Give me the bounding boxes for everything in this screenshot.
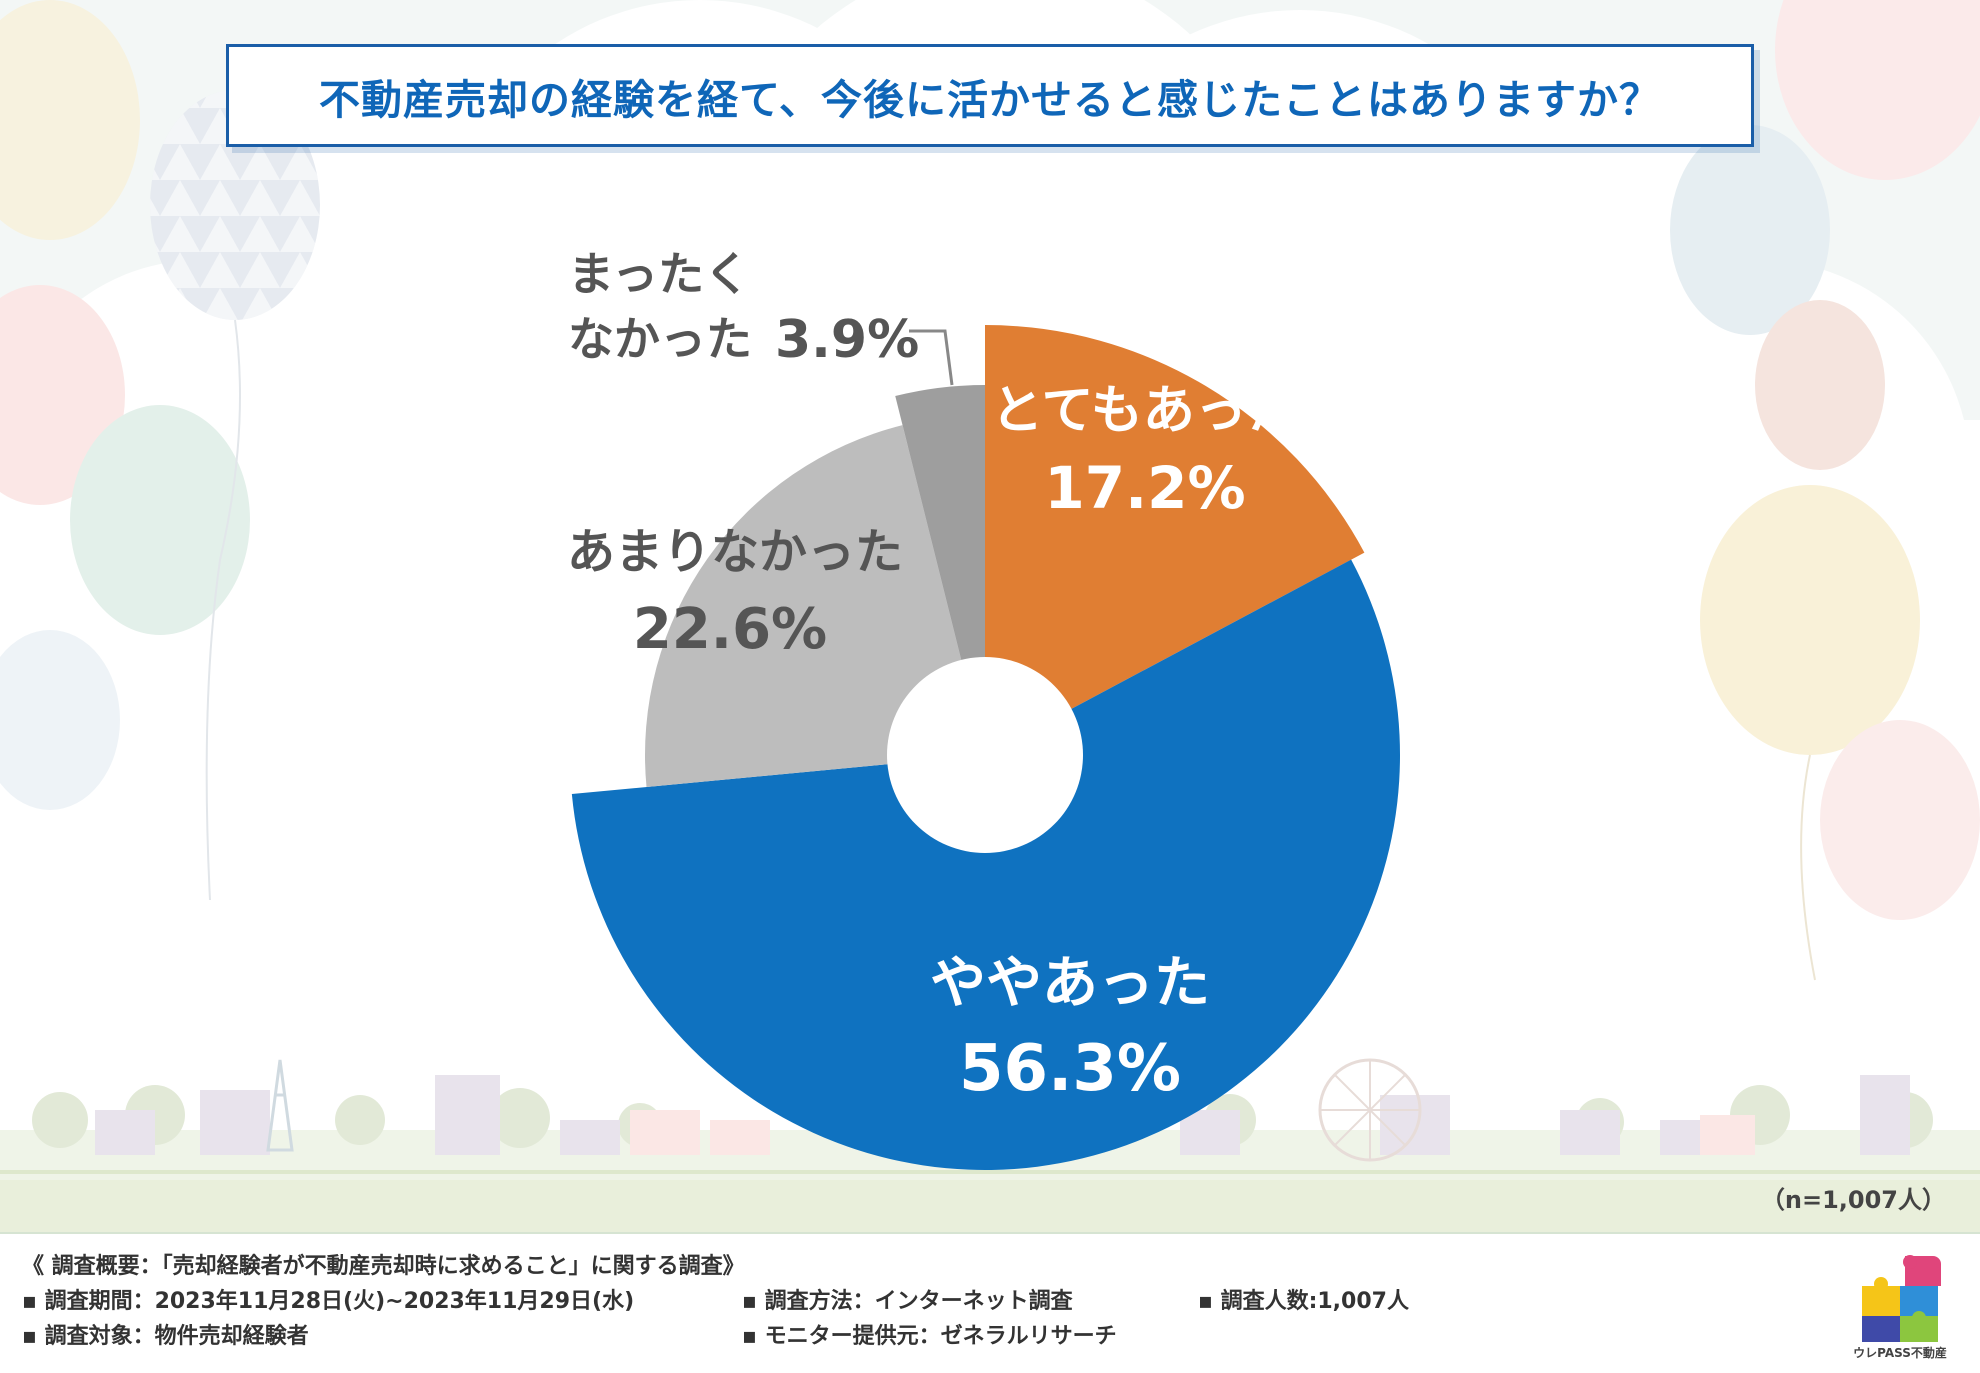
town-skyline — [0, 1058, 1980, 1235]
chart-title: 不動産売却の経験を経て、今後に活かせると感じたことはありますか？ — [319, 75, 1661, 124]
leader-line-none — [909, 329, 954, 386]
slice-somewhat — [571, 559, 1400, 1171]
label-somewhat: ややあった — [930, 951, 1210, 1016]
logo-text: ウレPASS不動産 — [1853, 1346, 1947, 1360]
pct-very: 17.2% — [1044, 454, 1245, 522]
survey-summary: 《 調査概要：「売却経験者が不動産売却時に求めること」に関する調査》 — [22, 1254, 745, 1279]
survey-method: ▪ 調査方法：インターネット調査 — [742, 1289, 1073, 1314]
survey-target: ▪ 調査対象：物件売却経験者 — [22, 1324, 309, 1349]
survey-footer: 《 調査概要：「売却経験者が不動産売却時に求めること」に関する調査》 ▪ 調査期… — [0, 1232, 1980, 1373]
label-none-line2: なかった — [568, 312, 752, 366]
puzzle-logo-icon — [1862, 1255, 1941, 1342]
sample-size-label: （n=1,007人） — [1760, 1186, 1946, 1214]
label-little: あまりなかった — [567, 524, 903, 580]
slice-little — [644, 425, 985, 787]
slice-very — [985, 325, 1365, 755]
survey-count: ▪ 調査人数:1,007人 — [1198, 1289, 1409, 1314]
company-logo: ウレPASS不動産 — [1850, 1248, 1950, 1363]
balloon-decorations — [0, 0, 1980, 981]
pct-somewhat: 56.3% — [959, 1032, 1181, 1106]
label-none-line1: まったく — [568, 247, 750, 301]
donut-hole — [887, 657, 1083, 853]
survey-provider: ▪ モニター提供元：ゼネラルリサーチ — [742, 1324, 1117, 1349]
pct-none: 3.9% — [775, 310, 919, 370]
pct-little: 22.6% — [633, 597, 827, 662]
survey-period: ▪ 調査期間：2023年11月28日(火)~2023年11月29日(水) — [22, 1289, 635, 1314]
chart-title-box: 不動産売却の経験を経て、今後に活かせると感じたことはありますか？ — [226, 44, 1754, 147]
label-very: とてもあった — [991, 381, 1299, 441]
